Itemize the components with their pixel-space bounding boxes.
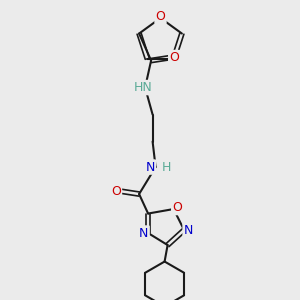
Text: N: N bbox=[139, 226, 148, 239]
Text: O: O bbox=[172, 201, 182, 214]
Text: HN: HN bbox=[134, 81, 153, 94]
Text: H: H bbox=[161, 160, 171, 173]
Text: O: O bbox=[169, 51, 179, 64]
Text: O: O bbox=[111, 184, 121, 197]
Text: O: O bbox=[156, 10, 165, 23]
Text: N: N bbox=[184, 224, 193, 236]
Text: N: N bbox=[146, 160, 155, 173]
